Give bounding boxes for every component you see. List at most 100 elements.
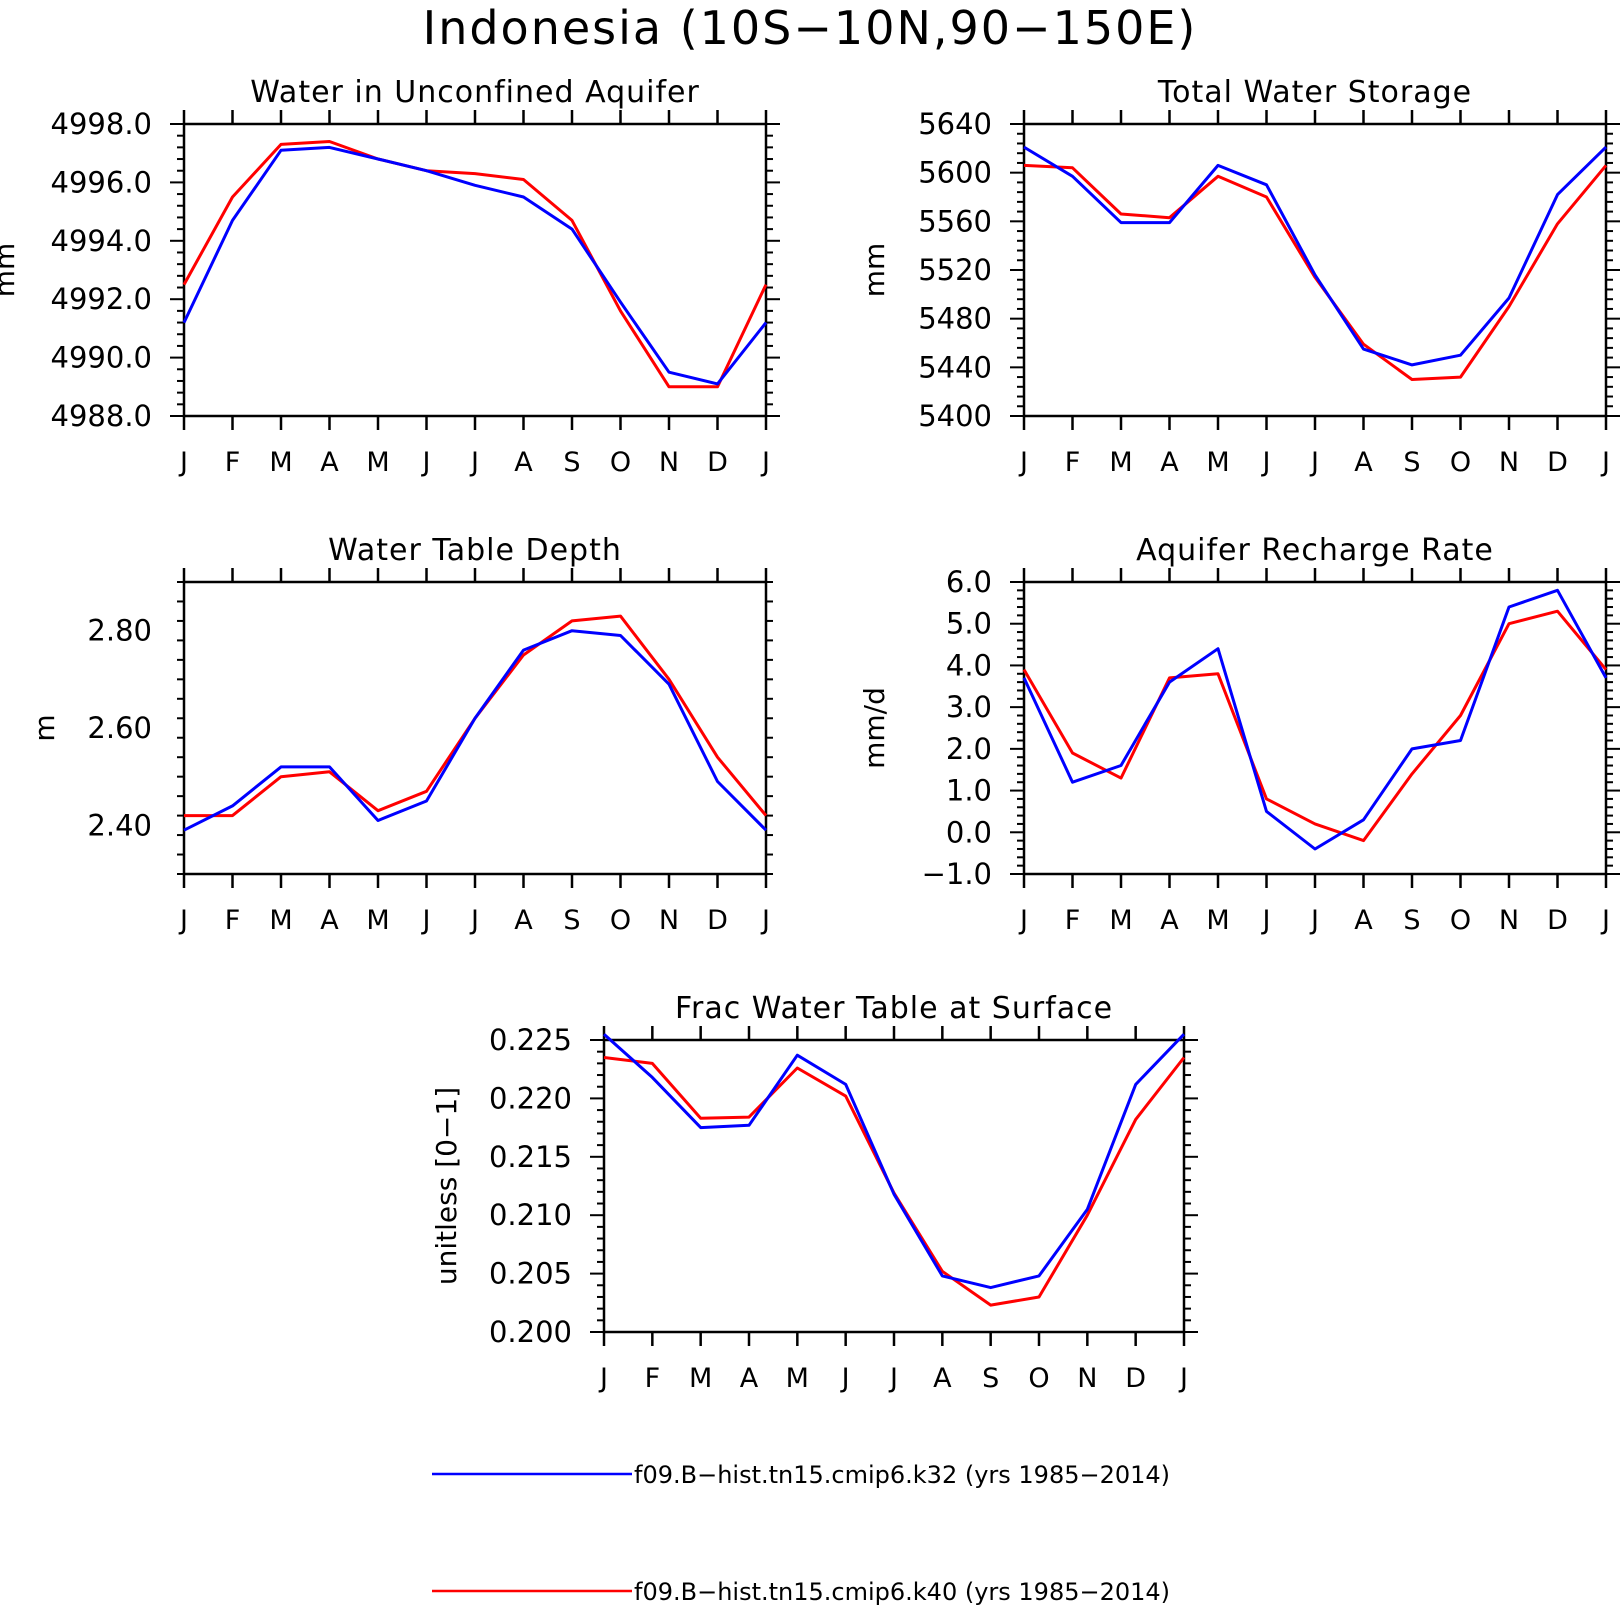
figure-title: Indonesia (10S−10N,90−150E) (423, 1, 1198, 55)
x-tick-label: J (760, 905, 770, 936)
x-tick-label: S (982, 1363, 999, 1394)
plot-frame (1022, 122, 1608, 418)
x-tick-label: A (320, 447, 339, 478)
x-tick-label: J (1309, 905, 1319, 936)
x-tick-label: M (689, 1363, 712, 1394)
y-tick-label: 5560 (918, 204, 992, 238)
x-tick-label: D (707, 447, 728, 478)
panel-title: Aquifer Recharge Rate (1136, 533, 1494, 568)
x-tick-label: J (1018, 447, 1028, 478)
y-tick-label: 0.215 (489, 1140, 572, 1174)
legend: f09.B−hist.tn15.cmip6.k32 (yrs 1985−2014… (432, 1461, 1170, 1605)
y-tick-label: 4994.0 (51, 224, 152, 258)
legend-label-k32: f09.B−hist.tn15.cmip6.k32 (yrs 1985−2014… (634, 1461, 1170, 1489)
x-tick-label: A (1160, 905, 1179, 936)
x-tick-label: J (1600, 447, 1610, 478)
x-tick-label: M (366, 447, 389, 478)
y-tick-label: 5520 (918, 253, 992, 287)
x-tick-label: J (178, 447, 188, 478)
x-tick-label: M (366, 905, 389, 936)
x-tick-label: J (1261, 905, 1271, 936)
y-axis-label: mm (858, 243, 891, 298)
x-tick-label: J (888, 1363, 898, 1394)
y-tick-label: −1.0 (922, 857, 992, 891)
y-axis-label: mm (0, 243, 21, 298)
x-tick-label: N (1499, 447, 1519, 478)
y-tick-label: 1.0 (946, 774, 992, 808)
y-axis-label: unitless [0−1] (430, 1087, 463, 1285)
series-line-k32 (603, 1033, 1186, 1290)
legend-label-k40: f09.B−hist.tn15.cmip6.k40 (yrs 1985−2014… (634, 1578, 1170, 1605)
x-tick-label: A (1354, 905, 1373, 936)
x-tick-label: M (269, 905, 292, 936)
y-tick-label: 4990.0 (51, 341, 152, 375)
x-tick-label: J (469, 905, 479, 936)
y-tick-label: 5480 (918, 302, 992, 336)
x-tick-label: O (610, 905, 631, 936)
x-tick-label: S (1403, 447, 1420, 478)
x-tick-label: A (740, 1363, 759, 1394)
x-tick-label: J (178, 905, 188, 936)
x-tick-label: N (1077, 1363, 1097, 1394)
x-tick-label: J (598, 1363, 608, 1394)
x-tick-label: J (1600, 905, 1610, 936)
x-tick-label: J (840, 1363, 850, 1394)
x-tick-label: F (645, 1363, 661, 1394)
x-tick-label: O (1450, 905, 1471, 936)
series-line-k32 (182, 145, 768, 386)
x-tick-label: M (1109, 905, 1132, 936)
x-tick-label: J (421, 447, 431, 478)
x-tick-label: A (933, 1363, 952, 1394)
y-tick-label: 5.0 (946, 607, 992, 641)
y-tick-label: 6.0 (946, 565, 992, 599)
y-tick-label: 2.0 (946, 732, 992, 766)
x-tick-label: N (659, 447, 679, 478)
x-tick-label: D (1125, 1363, 1146, 1394)
y-tick-label: 2.40 (87, 808, 152, 842)
x-tick-label: M (1109, 447, 1132, 478)
y-tick-label: 4.0 (946, 648, 992, 682)
x-tick-label: A (514, 447, 533, 478)
x-tick-label: M (1206, 447, 1229, 478)
x-tick-label: M (269, 447, 292, 478)
x-tick-label: A (514, 905, 533, 936)
plot-frame (1022, 580, 1608, 876)
panel-title: Frac Water Table at Surface (675, 991, 1113, 1026)
x-tick-label: F (1065, 447, 1081, 478)
x-tick-label: M (786, 1363, 809, 1394)
x-tick-label: F (225, 905, 241, 936)
y-tick-label: 0.225 (489, 1023, 572, 1057)
x-tick-label: A (320, 905, 339, 936)
series-line-k32 (183, 629, 768, 832)
panel-title: Water Table Depth (328, 533, 622, 568)
y-tick-label: 0.220 (489, 1081, 572, 1115)
x-tick-label: S (1403, 905, 1420, 936)
y-tick-label: 5640 (918, 107, 992, 141)
y-axis-label: m (28, 714, 61, 741)
x-tick-label: S (563, 905, 580, 936)
x-tick-label: J (1309, 447, 1319, 478)
series-line-k32 (1022, 588, 1608, 851)
y-tick-label: 3.0 (946, 690, 992, 724)
x-tick-label: O (1028, 1363, 1049, 1394)
x-tick-label: O (1450, 447, 1471, 478)
x-tick-label: J (1178, 1363, 1188, 1394)
y-tick-label: 0.210 (489, 1198, 572, 1232)
y-tick-label: 4988.0 (51, 399, 152, 433)
x-tick-label: A (1354, 447, 1373, 478)
y-tick-label: 5400 (918, 399, 992, 433)
y-tick-label: 0.200 (489, 1315, 572, 1349)
x-tick-label: D (707, 905, 728, 936)
y-axis-label: mm/d (858, 687, 891, 769)
y-tick-label: 4992.0 (51, 282, 152, 316)
x-tick-label: J (760, 447, 770, 478)
x-tick-label: J (1018, 905, 1028, 936)
x-tick-label: N (659, 905, 679, 936)
panel-title: Water in Unconfined Aquifer (250, 75, 700, 110)
y-tick-label: 4998.0 (51, 107, 152, 141)
x-tick-label: J (469, 447, 479, 478)
